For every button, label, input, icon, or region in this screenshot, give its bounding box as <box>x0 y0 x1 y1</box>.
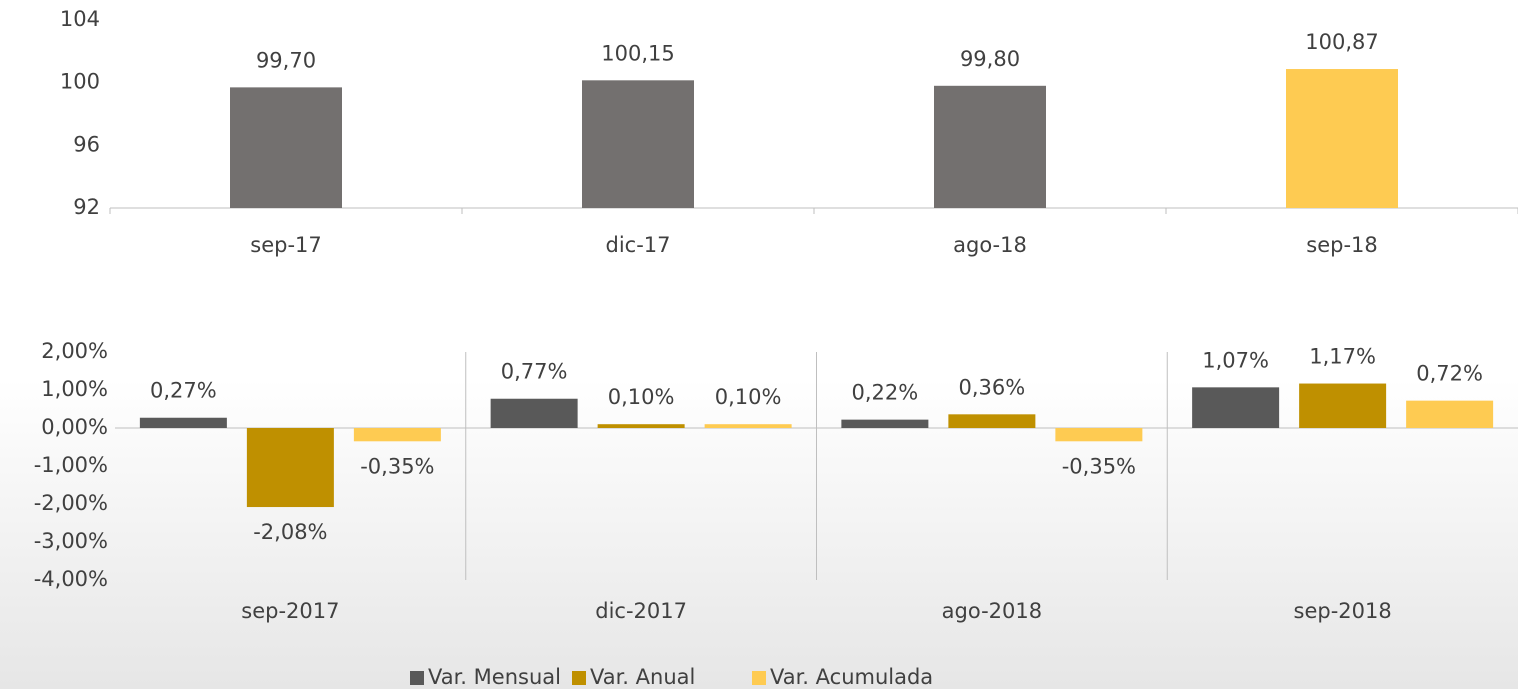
bar <box>1055 428 1143 442</box>
bar <box>1286 69 1398 208</box>
bar <box>948 414 1036 428</box>
y-tick-label: 2,00% <box>41 339 108 363</box>
data-label: 0,77% <box>501 360 568 384</box>
data-label: 0,10% <box>608 385 675 409</box>
bar <box>1299 383 1387 428</box>
data-label: -0,35% <box>360 454 434 478</box>
bar <box>490 398 578 428</box>
legend-swatch <box>752 671 766 685</box>
legend-label: Var. Acumulada <box>770 665 933 689</box>
x-tick-label: dic-17 <box>605 233 670 257</box>
data-label: 0,72% <box>1416 362 1483 386</box>
data-label: 0,36% <box>959 375 1026 399</box>
bar <box>582 80 694 208</box>
data-label: 100,15 <box>601 41 674 65</box>
data-label: 0,22% <box>852 381 919 405</box>
bar <box>597 424 685 428</box>
bar <box>230 87 342 208</box>
y-tick-label: 1,00% <box>41 377 108 401</box>
y-tick-label: 0,00% <box>41 415 108 439</box>
y-tick-label: 92 <box>73 195 100 219</box>
bar <box>934 85 1046 208</box>
legend-label: Var. Anual <box>590 665 695 689</box>
x-tick-label: sep-17 <box>250 233 322 257</box>
y-tick-label: -3,00% <box>34 529 108 553</box>
bar <box>1192 387 1280 428</box>
data-label: 100,87 <box>1305 30 1378 54</box>
data-label: -2,08% <box>253 520 327 544</box>
x-tick-label: sep-2018 <box>1294 599 1392 623</box>
data-label: 99,80 <box>960 47 1020 71</box>
y-tick-label: -4,00% <box>34 567 108 591</box>
bar <box>246 428 334 508</box>
data-label: 0,27% <box>150 379 217 403</box>
y-tick-label: 104 <box>60 7 100 31</box>
bar <box>704 424 792 428</box>
bar <box>353 428 441 442</box>
legend-label: Var. Mensual <box>428 665 561 689</box>
data-label: 0,10% <box>715 385 782 409</box>
bar <box>1406 400 1494 428</box>
y-tick-label: 96 <box>73 132 100 156</box>
bar <box>139 417 227 428</box>
x-tick-label: sep-18 <box>1306 233 1378 257</box>
legend-swatch <box>572 671 586 685</box>
data-label: 1,17% <box>1309 345 1376 369</box>
y-tick-label: -2,00% <box>34 491 108 515</box>
data-label: 1,07% <box>1202 348 1269 372</box>
bar <box>841 419 929 428</box>
legend-swatch <box>410 671 424 685</box>
x-tick-label: ago-2018 <box>942 599 1042 623</box>
y-tick-label: -1,00% <box>34 453 108 477</box>
x-tick-label: ago-18 <box>953 233 1027 257</box>
y-tick-label: 100 <box>60 70 100 94</box>
x-tick-label: dic-2017 <box>595 599 687 623</box>
data-label: -0,35% <box>1062 454 1136 478</box>
x-tick-label: sep-2017 <box>241 599 339 623</box>
data-label: 99,70 <box>256 48 316 72</box>
